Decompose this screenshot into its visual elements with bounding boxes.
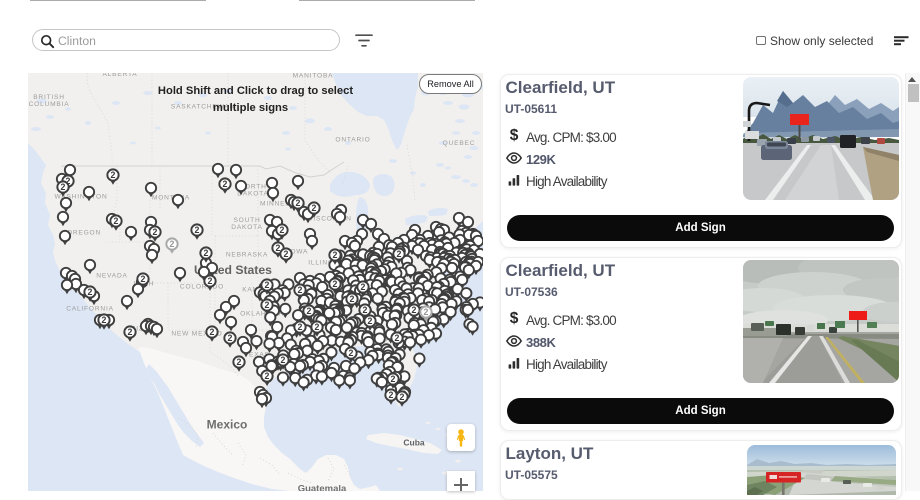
svg-text:ONTARIO: ONTARIO bbox=[335, 137, 370, 144]
svg-text:WASHINGTON: WASHINGTON bbox=[54, 194, 107, 201]
svg-text:Cuba: Cuba bbox=[403, 438, 425, 448]
svg-text:SASKATCHEWAN: SASKATCHEWAN bbox=[171, 104, 235, 111]
svg-text:NEBRASKA: NEBRASKA bbox=[226, 252, 268, 259]
svg-text:COLORADO: COLORADO bbox=[180, 284, 224, 291]
svg-text:ILLINOIS: ILLINOIS bbox=[308, 260, 342, 267]
svg-text:NEVADA: NEVADA bbox=[96, 273, 127, 280]
svg-text:Mexico: Mexico bbox=[207, 418, 248, 432]
svg-text:QUEBEC: QUEBEC bbox=[443, 140, 476, 147]
svg-text:IOWA: IOWA bbox=[288, 249, 309, 256]
svg-text:OKLAHOMA: OKLAHOMA bbox=[240, 311, 284, 318]
svg-text:COLUMBIA: COLUMBIA bbox=[29, 101, 70, 108]
svg-text:MANITOBA: MANITOBA bbox=[293, 73, 334, 80]
svg-text:DAKOTA: DAKOTA bbox=[237, 191, 268, 198]
svg-text:NORTH: NORTH bbox=[239, 184, 266, 191]
svg-text:BRITISH: BRITISH bbox=[33, 94, 65, 101]
svg-text:SOUTH: SOUTH bbox=[233, 217, 260, 224]
svg-text:Guatemala: Guatemala bbox=[298, 484, 347, 492]
svg-text:OREGON: OREGON bbox=[67, 230, 101, 237]
svg-text:DAKOTA: DAKOTA bbox=[231, 224, 262, 231]
svg-text:CALIFORNIA: CALIFORNIA bbox=[66, 306, 114, 313]
svg-text:WISCONSIN: WISCONSIN bbox=[306, 216, 351, 223]
svg-text:ALBERTA: ALBERTA bbox=[102, 73, 137, 78]
svg-text:TEXAS: TEXAS bbox=[244, 352, 270, 359]
svg-text:MINNESOTA: MINNESOTA bbox=[260, 201, 306, 208]
svg-text:NEW MEXICO: NEW MEXICO bbox=[171, 331, 222, 338]
svg-text:MONTANA: MONTANA bbox=[152, 195, 190, 202]
